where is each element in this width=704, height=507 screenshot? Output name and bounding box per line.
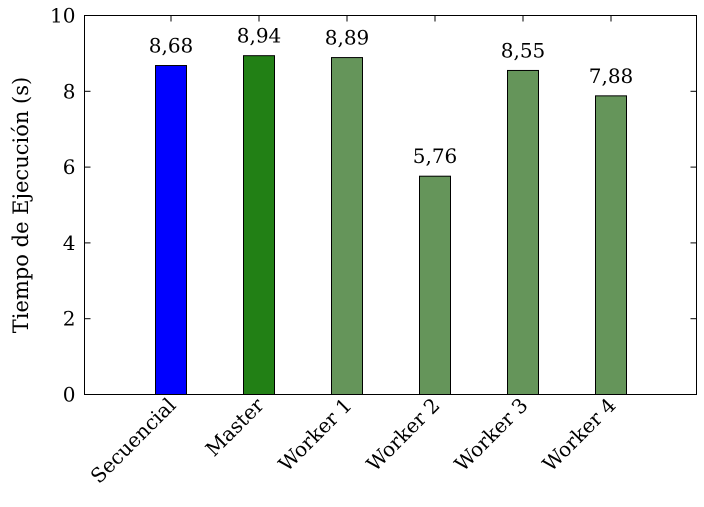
data-label: 8,94 [237,24,282,48]
y-tick-label: 0 [63,383,76,407]
bar-worker-3 [507,69,539,396]
y-tick-label: 4 [63,231,76,255]
data-label: 8,55 [501,38,546,62]
data-label: 5,76 [413,144,458,168]
y-tick-label: 2 [63,307,76,331]
y-tick-label: 10 [50,4,75,28]
x-tick-label: Secuencial [86,393,181,488]
x-tick-label: Worker 3 [450,393,533,476]
x-tick-label: Worker 4 [538,393,621,476]
y-tick-label: 6 [63,155,76,179]
bar-worker-2 [419,175,451,395]
x-tick-label: Master [201,393,269,461]
bar-master [243,55,275,395]
bar-secuencial [155,65,187,395]
data-label: 8,89 [325,26,370,50]
y-tick-label: 8 [63,79,76,103]
y-axis-label: Tiempo de Ejecución (s) [9,77,33,333]
data-label: 8,68 [149,34,194,58]
x-tick-label: Worker 2 [362,393,445,476]
x-tick-label: Worker 1 [274,393,357,476]
plot-frame [84,15,697,395]
data-label: 7,88 [589,64,634,88]
bar-worker-4 [595,95,627,396]
bar-worker-1 [331,57,363,395]
